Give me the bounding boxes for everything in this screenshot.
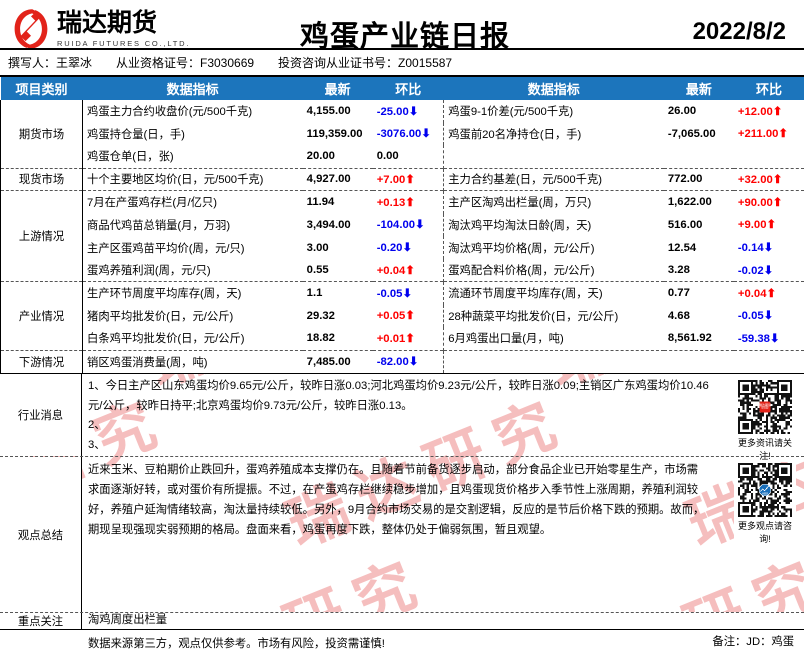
svg-text:研究院: 研究院 (761, 406, 769, 410)
svg-text:ADS: ADS (762, 492, 768, 496)
